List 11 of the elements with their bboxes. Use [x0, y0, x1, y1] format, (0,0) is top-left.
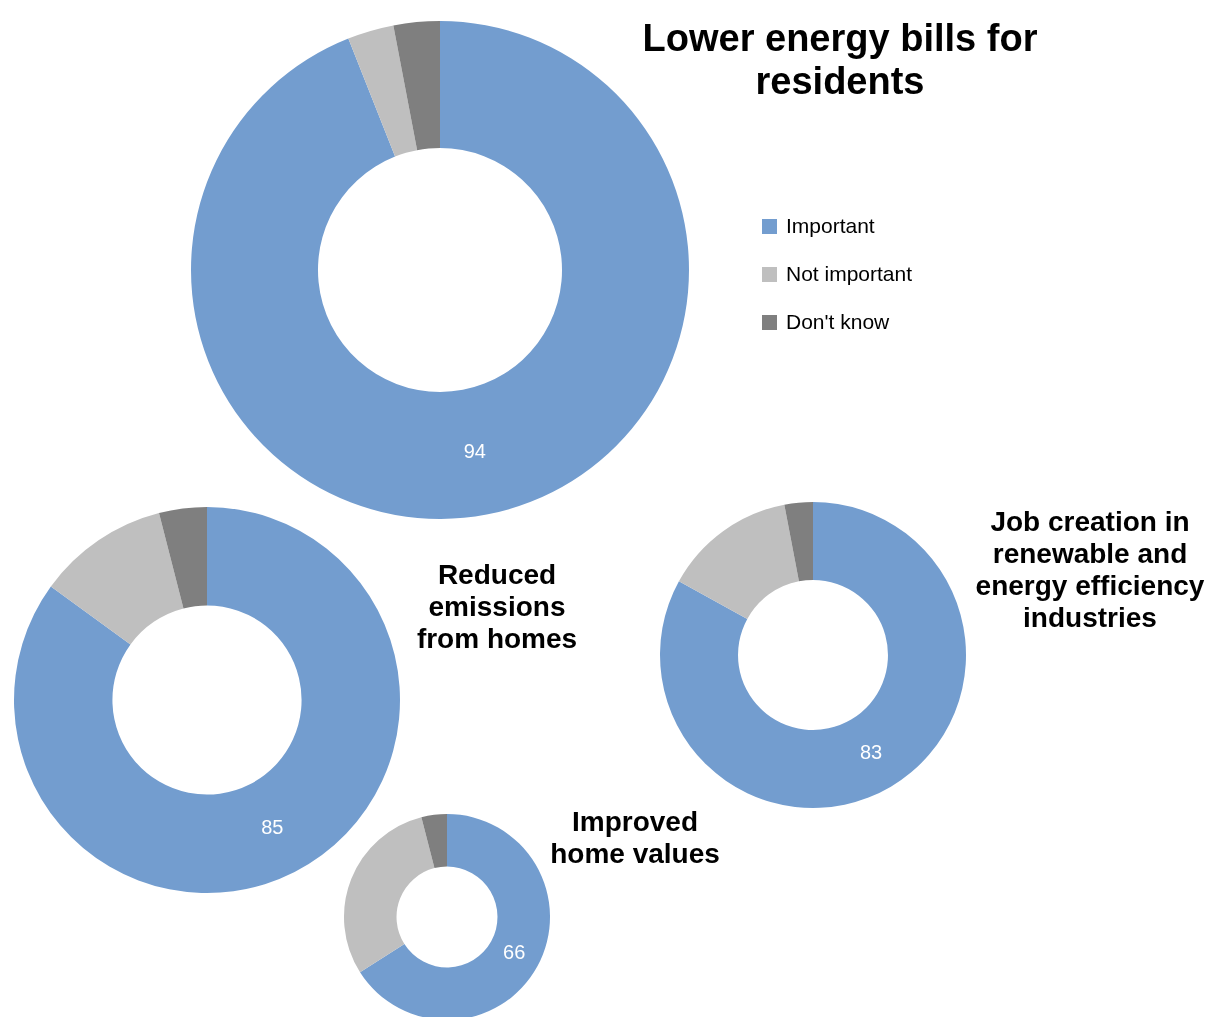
text: Improved home values [549, 806, 721, 871]
data-label: 66 [503, 941, 526, 964]
data-label: 94 [463, 439, 486, 462]
legend-label: Important [786, 214, 875, 238]
text: Lower energy bills for residents [641, 16, 1039, 104]
data-label: 83 [859, 740, 883, 763]
text: Reduced emissions from homes [415, 558, 579, 656]
text: Job creation in renewable and energy efficiency industries [974, 505, 1206, 635]
data-label: 85 [261, 815, 284, 838]
legend-label: Don't know [786, 310, 890, 334]
legend-label: Not important [786, 262, 913, 286]
